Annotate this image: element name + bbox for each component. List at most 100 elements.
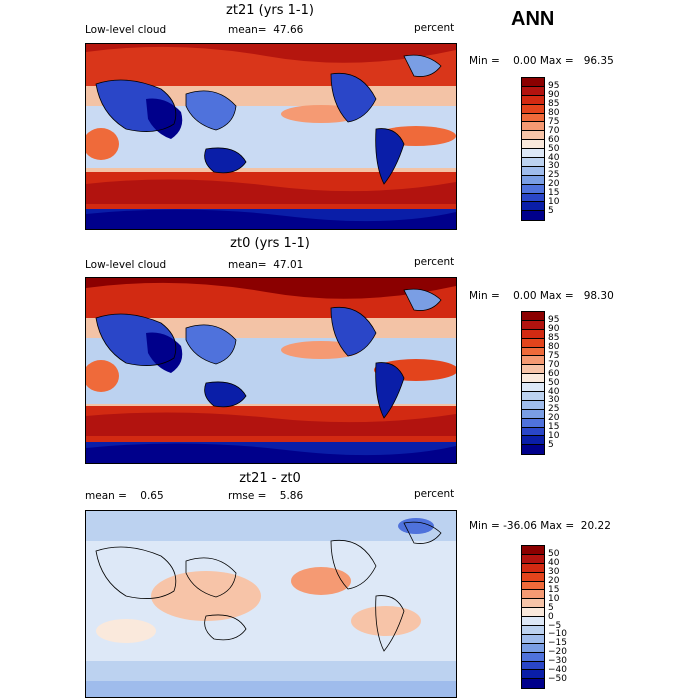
colorbar-tick-label: 50: [548, 549, 560, 560]
colorbar-segment: [522, 365, 544, 375]
colorbar-tick-label: 10: [548, 593, 560, 604]
panel1-mean-label: mean= 47.66: [228, 24, 304, 36]
colorbar-segment: [522, 166, 544, 176]
colorbar-tick-label: −10: [548, 629, 567, 640]
colorbar-tick-label: 15: [548, 422, 560, 433]
colorbar-tick-label: −40: [548, 664, 567, 675]
colorbar-segment: [522, 679, 544, 689]
colorbar-tick-label: 95: [548, 81, 560, 92]
colorbar-segment: [522, 643, 544, 653]
colorbar-segment: [522, 418, 544, 428]
colorbar-tick-label: 25: [548, 404, 560, 415]
colorbar-tick-label: −50: [548, 673, 567, 684]
panel2-units-label: percent: [414, 256, 455, 268]
colorbar-tick-label: 5: [548, 602, 554, 613]
colorbar-tick-label: −5: [548, 620, 562, 631]
colorbar-tick-label: 50: [548, 377, 560, 388]
colorbar-segment: [522, 634, 544, 644]
colorbar-tick-label: 70: [548, 125, 560, 136]
panel1-map: [85, 43, 457, 230]
colorbar-tick-label: 40: [548, 152, 560, 163]
colorbar-segment: [522, 86, 544, 96]
panel1-title: zt21 (yrs 1-1): [226, 3, 314, 18]
panel1-colorbar: [521, 77, 545, 222]
colorbar-tick-label: 60: [548, 368, 560, 379]
colorbar-segment: [522, 95, 544, 105]
colorbar-tick-label: 20: [548, 576, 560, 587]
colorbar-tick-label: 80: [548, 342, 560, 353]
colorbar-segment: [522, 661, 544, 671]
colorbar-segment: [522, 78, 544, 87]
colorbar-segment: [522, 202, 544, 212]
colorbar-segment: [522, 140, 544, 150]
colorbar-segment: [522, 599, 544, 609]
colorbar-tick-label: 20: [548, 413, 560, 424]
colorbar-tick-label: 5: [548, 439, 554, 450]
colorbar-tick-label: 85: [548, 99, 560, 110]
panel1-minmax-label: Min = 0.00 Max = 96.35: [469, 55, 614, 67]
panel3-colorbar: [521, 545, 545, 690]
panel2-map: [85, 277, 457, 464]
panel3-mean-label: mean = 0.65: [85, 490, 164, 502]
colorbar-tick-label: 0: [548, 611, 554, 622]
colorbar-segment: [522, 131, 544, 141]
colorbar-segment: [522, 581, 544, 591]
colorbar-segment: [522, 320, 544, 330]
colorbar-segment: [522, 356, 544, 366]
colorbar-segment: [522, 347, 544, 357]
colorbar-segment: [522, 175, 544, 185]
colorbar-segment: [522, 409, 544, 419]
panel2-colorbar: [521, 311, 545, 456]
colorbar-tick-label: 15: [548, 188, 560, 199]
panel3-title: zt21 - zt0: [239, 471, 301, 486]
panel2-title: zt0 (yrs 1-1): [230, 236, 310, 251]
colorbar-tick-label: −30: [548, 656, 567, 667]
colorbar-segment: [522, 400, 544, 410]
colorbar-tick-label: 5: [548, 205, 554, 216]
colorbar-segment: [522, 149, 544, 159]
colorbar-segment: [522, 445, 544, 455]
colorbar-segment: [522, 329, 544, 339]
panel1-variable-label: Low-level cloud: [85, 24, 167, 36]
colorbar-segment: [522, 608, 544, 618]
panel2-minmax-label: Min = 0.00 Max = 98.30: [469, 290, 614, 302]
colorbar-segment: [522, 104, 544, 114]
colorbar-segment: [522, 617, 544, 627]
panel3-rmse-label: rmse = 5.86: [228, 490, 304, 502]
colorbar-tick-label: 80: [548, 108, 560, 119]
colorbar-segment: [522, 312, 544, 321]
colorbar-tick-label: 40: [548, 558, 560, 569]
colorbar-tick-label: 30: [548, 395, 560, 406]
colorbar-tick-label: 30: [548, 567, 560, 578]
colorbar-segment: [522, 158, 544, 167]
colorbar-tick-label: 60: [548, 134, 560, 145]
colorbar-tick-label: −20: [548, 647, 567, 658]
colorbar-segment: [522, 652, 544, 662]
colorbar-segment: [522, 546, 544, 555]
colorbar-tick-label: 75: [548, 116, 560, 127]
colorbar-segment: [522, 392, 544, 401]
colorbar-segment: [522, 193, 544, 203]
colorbar-segment: [522, 122, 544, 132]
colorbar-segment: [522, 590, 544, 600]
colorbar-tick-label: 25: [548, 170, 560, 181]
colorbar-tick-label: 90: [548, 90, 560, 101]
colorbar-tick-label: 10: [548, 196, 560, 207]
colorbar-segment: [522, 113, 544, 123]
colorbar-segment: [522, 554, 544, 564]
colorbar-segment: [522, 626, 544, 635]
colorbar-segment: [522, 211, 544, 221]
colorbar-tick-label: 10: [548, 430, 560, 441]
colorbar-tick-label: 70: [548, 359, 560, 370]
colorbar-tick-label: 30: [548, 161, 560, 172]
colorbar-tick-label: 50: [548, 143, 560, 154]
season-label: ANN: [511, 8, 555, 30]
colorbar-tick-label: 15: [548, 584, 560, 595]
colorbar-tick-label: 40: [548, 386, 560, 397]
colorbar-segment: [522, 427, 544, 437]
panel3-minmax-label: Min = -36.06 Max = 20.22: [469, 520, 611, 532]
colorbar-segment: [522, 374, 544, 384]
colorbar-segment: [522, 338, 544, 348]
panel2-mean-label: mean= 47.01: [228, 259, 304, 271]
colorbar-tick-label: 90: [548, 324, 560, 335]
